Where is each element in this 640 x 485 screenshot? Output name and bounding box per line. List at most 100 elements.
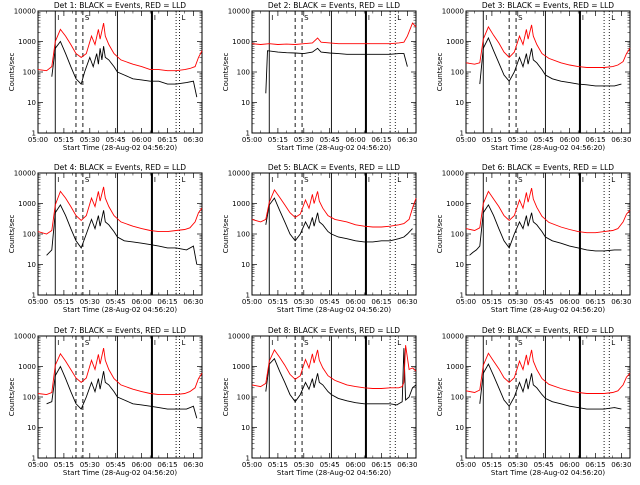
y-tick-label: 10 [241, 99, 250, 107]
x-tick-label: 06:15 [371, 136, 391, 144]
events-series-line [265, 197, 413, 243]
x-tick-label: 05:15 [268, 298, 288, 306]
time-marker-label: S [518, 14, 523, 22]
y-tick-label: 10 [455, 261, 464, 269]
y-tick-label: 10 [27, 99, 36, 107]
y-tick-label: 1 [460, 292, 464, 300]
x-tick-label: 05:30 [294, 298, 314, 306]
y-tick-label: 1 [246, 130, 250, 138]
x-tick-label: 05:00 [456, 136, 476, 144]
y-axis-label: Counts/sec [8, 378, 16, 417]
y-tick-label: 10000 [14, 170, 36, 178]
x-tick-label: 05:30 [80, 136, 100, 144]
plot-frame [465, 335, 631, 459]
time-marker-label: I [57, 176, 59, 184]
y-tick-label: 1 [460, 455, 464, 463]
time-marker-label: L [182, 339, 186, 347]
panel-title: Det 1: BLACK = Events, RED = LLD [54, 1, 186, 10]
y-tick-label: 1000 [18, 38, 36, 46]
time-marker-label: S [518, 339, 523, 347]
x-tick-label: 05:00 [456, 298, 476, 306]
time-marker-label: I [271, 339, 273, 347]
events-series-line [469, 203, 622, 256]
x-tick-label: 06:30 [183, 298, 203, 306]
x-tick-label: 05:30 [80, 298, 100, 306]
x-tick-label: 05:45 [106, 298, 126, 306]
y-tick-label: 100 [237, 69, 250, 77]
lld-series-line [465, 187, 631, 234]
plot-frame [251, 335, 417, 459]
x-tick-label: 05:30 [508, 298, 528, 306]
time-marker-label: S [85, 339, 90, 347]
x-tick-label: 05:45 [534, 461, 554, 469]
time-marker-label: I [368, 176, 370, 184]
y-tick-label: 100 [237, 231, 250, 239]
x-axis-label: Start Time (28-Aug-02 04:56:20) [491, 306, 605, 314]
x-tick-label: 06:00 [131, 298, 151, 306]
time-marker-label: I [154, 339, 156, 347]
time-marker-label: L [611, 14, 615, 22]
x-axis-label: Start Time (28-Aug-02 04:56:20) [63, 306, 177, 314]
time-marker-label: S [304, 14, 309, 22]
plot-frame [37, 10, 203, 134]
x-tick-label: 05:30 [294, 461, 314, 469]
events-series-line [51, 40, 198, 98]
y-tick-label: 1000 [446, 38, 464, 46]
x-tick-label: 06:30 [183, 136, 203, 144]
panel-title: Det 3: BLACK = Events, RED = LLD [482, 1, 614, 10]
time-marker-label: I [57, 339, 59, 347]
detector-panel-1: 1 10 100 1000 10000 05:00 05:15 05:30 05:45 06:00… [8, 1, 203, 152]
x-tick-label: 05:45 [320, 298, 340, 306]
x-tick-label: 06:00 [131, 461, 151, 469]
y-tick-label: 1 [32, 130, 36, 138]
y-axis-label: Counts/sec [8, 53, 16, 92]
y-tick-label: 1 [460, 130, 464, 138]
x-tick-label: 05:45 [106, 136, 126, 144]
x-tick-label: 05:00 [28, 298, 48, 306]
time-marker-label: L [611, 339, 615, 347]
y-axis-label: Counts/sec [436, 215, 444, 254]
y-tick-label: 10 [455, 424, 464, 432]
x-tick-label: 06:00 [559, 298, 579, 306]
detector-panel-4: 1 10 100 1000 10000 05:00 05:15 05:30 05:45 06:00… [8, 163, 203, 314]
events-series-line [265, 348, 417, 406]
x-tick-label: 05:45 [534, 136, 554, 144]
events-series-line [46, 203, 198, 265]
y-tick-label: 100 [23, 69, 36, 77]
time-marker-label: I [368, 14, 370, 22]
x-tick-label: 05:15 [54, 136, 74, 144]
time-marker-label: I [154, 176, 156, 184]
x-axis-label: Start Time (28-Aug-02 04:56:20) [63, 469, 177, 477]
detector-panel-7: 1 10 100 1000 10000 05:00 05:15 05:30 05:45 06:00… [8, 326, 203, 477]
lld-series-line [37, 23, 203, 72]
y-axis-label: Counts/sec [222, 53, 230, 92]
x-tick-label: 05:15 [54, 298, 74, 306]
events-series-line [479, 36, 622, 87]
x-tick-label: 06:00 [559, 461, 579, 469]
y-tick-label: 10000 [14, 8, 36, 16]
x-tick-label: 05:30 [80, 461, 100, 469]
lld-series-line [465, 349, 631, 394]
x-axis-label: Start Time (28-Aug-02 04:56:20) [277, 306, 391, 314]
time-marker-label: I [485, 176, 487, 184]
y-tick-label: 1 [32, 292, 36, 300]
plot-frame [251, 10, 417, 134]
time-marker-label: I [368, 339, 370, 347]
x-tick-label: 05:15 [268, 461, 288, 469]
x-tick-label: 05:45 [534, 298, 554, 306]
x-tick-label: 06:00 [559, 136, 579, 144]
panel-title: Det 6: BLACK = Events, RED = LLD [482, 163, 614, 172]
x-tick-label: 05:45 [320, 461, 340, 469]
x-tick-label: 05:00 [242, 298, 262, 306]
y-tick-label: 1000 [18, 363, 36, 371]
y-tick-label: 1 [32, 455, 36, 463]
x-tick-label: 06:15 [371, 298, 391, 306]
time-marker-label: I [485, 14, 487, 22]
y-tick-label: 100 [23, 231, 36, 239]
time-marker-label: L [611, 176, 615, 184]
x-tick-label: 06:30 [611, 461, 631, 469]
panel-title: Det 8: BLACK = Events, RED = LLD [268, 326, 400, 335]
x-tick-label: 06:30 [611, 298, 631, 306]
y-axis-label: Counts/sec [8, 215, 16, 254]
y-axis-label: Counts/sec [222, 215, 230, 254]
